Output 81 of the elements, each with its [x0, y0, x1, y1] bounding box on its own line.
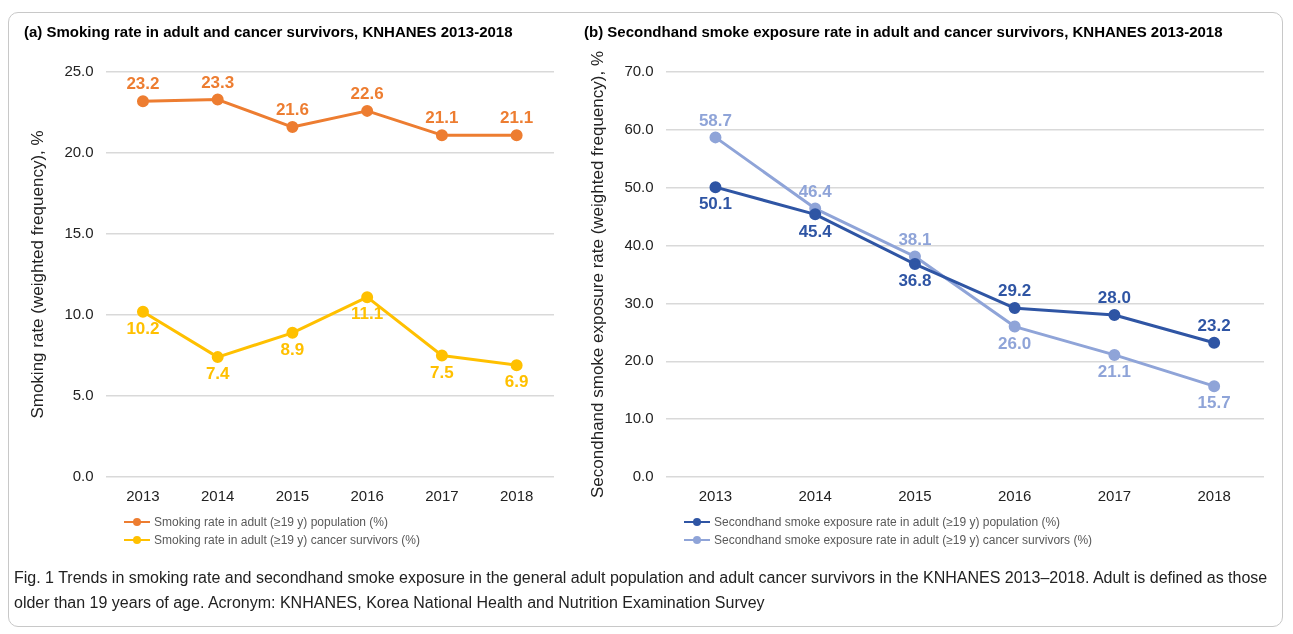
chart-title: (b) Secondhand smoke exposure rate in adult and cancer survivors, KNHANES 2013-2018: [584, 23, 1223, 41]
data-label: 28.0: [1097, 288, 1131, 308]
point: [286, 326, 299, 339]
legend-label: Smoking rate in adult (≥19 y) population (%): [154, 515, 389, 529]
data-label: 7.5: [430, 362, 454, 382]
y-tick-label: 10.0: [64, 305, 94, 323]
point: [908, 258, 921, 271]
data-label: 15.7: [1197, 393, 1231, 413]
data-label: 21.1: [1097, 362, 1131, 382]
y-tick-label: 25.0: [64, 62, 94, 80]
point: [510, 359, 523, 372]
point: [1108, 309, 1121, 321]
data-label: 21.1: [500, 108, 534, 128]
data-label: 58.7: [698, 110, 733, 130]
caption: Fig. 1 Trends in smoking rate and secondhand smoke exposure in the general adult population and adult cancer survivors in the KNHANES 2013–2018. Adult is defined as those older than 19 years of age. Acronym: KNHANES, Korea National Health and Nutrition Examination Survey: [14, 568, 1269, 613]
point: [1208, 336, 1221, 349]
y-tick-label: 0.0: [72, 467, 94, 485]
y-axis-title: Smoking rate (weighted frequency), %: [27, 130, 47, 419]
y-tick-label: 30.0: [624, 293, 654, 311]
data-label: 22.6: [350, 84, 384, 104]
y-tick-label: 40.0: [624, 235, 654, 253]
point: [435, 129, 448, 142]
x-tick-label: 2014: [798, 487, 832, 505]
x-tick-label: 2015: [275, 487, 310, 505]
point: [361, 291, 374, 304]
x-tick-label: 2016: [997, 487, 1032, 505]
y-tick-label: 10.0: [624, 409, 654, 427]
point: [136, 95, 149, 108]
y-tick-label: 60.0: [624, 120, 654, 137]
y-tick-label: 70.0: [624, 62, 654, 80]
y-tick-label: 20.0: [624, 351, 654, 369]
x-tick-label: 2018: [499, 487, 534, 505]
point: [136, 305, 149, 318]
point: [211, 351, 224, 364]
point: [1008, 302, 1021, 315]
point: [435, 349, 448, 362]
data-label: 50.1: [698, 194, 733, 214]
x-tick-label: 2017: [425, 487, 459, 505]
legend-label: Secondhand smoke exposure rate in adult (≥19 y) cancer survivors (%): [714, 533, 1093, 547]
data-label: 36.8: [898, 271, 932, 291]
y-tick-label: 15.0: [64, 224, 94, 242]
y-tick-label: 20.0: [64, 143, 94, 161]
data-label: 10.2: [126, 318, 160, 338]
y-tick-label: 50.0: [624, 177, 654, 195]
data-label: 38.1: [898, 229, 932, 249]
x-tick-label: 2015: [898, 487, 932, 505]
data-label: 6.9: [504, 372, 529, 392]
point: [286, 121, 299, 134]
data-label: 7.4: [205, 364, 231, 384]
data-label: 26.0: [998, 333, 1032, 353]
point: [1208, 380, 1221, 393]
point: [709, 181, 722, 194]
data-label: 23.2: [126, 74, 160, 94]
point: [361, 104, 374, 117]
data-label: 23.3: [201, 72, 235, 92]
y-tick-label: 5.0: [72, 386, 94, 404]
x-tick-label: 2014: [201, 487, 235, 505]
data-label: 45.4: [798, 221, 833, 241]
y-tick-label: 0.0: [632, 467, 654, 485]
y-axis-title: Secondhand smoke exposure rate (weighted frequency), %: [587, 51, 607, 498]
point: [1008, 320, 1021, 333]
data-label: 23.2: [1197, 315, 1231, 335]
legend-label: Smoking rate in adult (≥19 y) cancer survivors (%): [154, 533, 421, 547]
data-label: 21.6: [275, 100, 309, 120]
point: [211, 93, 224, 106]
data-label: 46.4: [798, 181, 833, 201]
point: [510, 129, 523, 142]
x-tick-label: 2018: [1197, 487, 1231, 505]
x-tick-label: 2013: [126, 487, 160, 505]
x-tick-label: 2013: [698, 487, 733, 505]
x-tick-label: 2016: [350, 487, 384, 505]
x-tick-label: 2017: [1097, 487, 1132, 505]
data-label: 21.1: [425, 108, 459, 128]
point: [709, 131, 722, 144]
point: [809, 208, 822, 221]
chart-title: (a) Smoking rate in adult and cancer survivors, KNHANES 2013-2018: [24, 23, 513, 41]
data-label: 29.2: [998, 281, 1032, 301]
data-label: 11.1: [351, 304, 384, 324]
legend-label: Secondhand smoke exposure rate in adult (≥19 y) population (%): [714, 515, 1061, 529]
data-label: 8.9: [280, 340, 305, 360]
point: [1108, 348, 1121, 361]
